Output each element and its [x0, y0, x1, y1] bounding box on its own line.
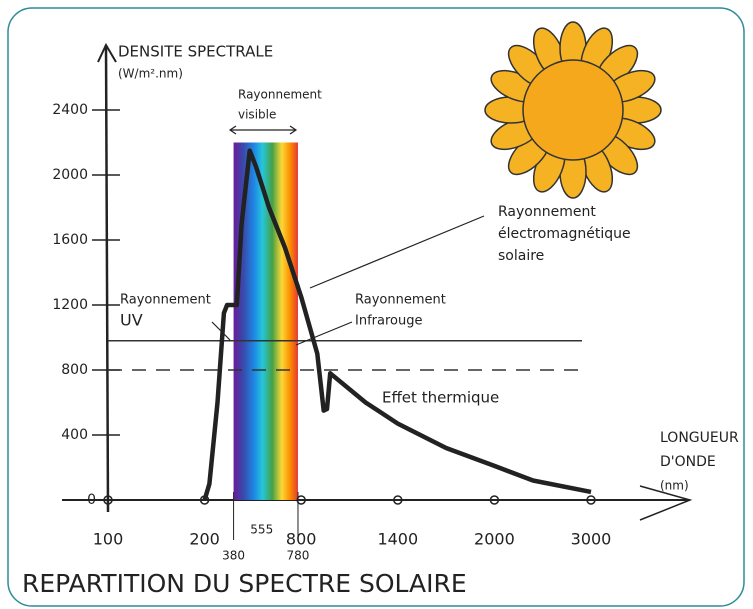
annotation-leader [211, 321, 231, 341]
chart-title: REPARTITION DU SPECTRE SOLAIRE [22, 569, 467, 598]
x-tick-label-secondary: 555 [250, 523, 273, 537]
x-tick [586, 495, 596, 505]
y-tick-label: 2400 [52, 102, 88, 118]
annotation: Effet thermique [382, 389, 499, 407]
x-tick [103, 495, 113, 505]
x-tick [393, 495, 403, 505]
x-tick-label: 200 [189, 530, 220, 549]
sun-core [522, 59, 624, 161]
y-axis-label: DENSITE SPECTRALE [118, 43, 273, 61]
y-tick-label: 400 [61, 427, 88, 443]
annotation-leader [228, 125, 298, 135]
x-axis-arrow [639, 485, 693, 521]
annotation: électromagnétique [498, 226, 631, 242]
annotation: Rayonnement [238, 88, 322, 102]
spectrum-curve [202, 148, 592, 501]
x-tick-label: 100 [93, 530, 124, 549]
y-axis-arrow [97, 42, 117, 63]
annotation: Rayonnement [120, 293, 211, 308]
annotation: Rayonnement [498, 204, 596, 220]
y-axis-label: (W/m².nm) [118, 67, 183, 81]
annotation-leader [295, 321, 353, 346]
annotation: Rayonnement [355, 293, 446, 308]
x-tick-label: 3000 [571, 530, 612, 549]
x-tick-label-secondary: 780 [287, 549, 310, 563]
x-axis-label: (nm) [660, 479, 689, 493]
y-tick-label: 1600 [52, 232, 88, 248]
x-axis-label: D'ONDE [660, 454, 716, 470]
annotation: solaire [498, 248, 544, 264]
x-axis-label: LONGUEUR [660, 430, 739, 446]
y-tick-label: 800 [61, 362, 88, 378]
y-tick-label: 0 [87, 492, 96, 508]
y-axis [104, 44, 110, 513]
x-tick-label: 800 [286, 530, 317, 549]
x-tick-label-secondary: 380 [222, 549, 245, 563]
y-tick-label: 1200 [52, 297, 88, 313]
x-tick [489, 495, 500, 505]
x-tick [296, 495, 306, 505]
annotation: UV [120, 311, 143, 330]
x-tick-label: 2000 [474, 530, 515, 549]
sun [484, 21, 662, 199]
annotation: visible [238, 108, 276, 122]
x-tick-label: 1400 [377, 530, 418, 549]
annotation-leader [309, 215, 485, 289]
y-tick-label: 2000 [52, 167, 88, 183]
frame [7, 7, 745, 607]
annotation: Infrarouge [355, 314, 422, 329]
